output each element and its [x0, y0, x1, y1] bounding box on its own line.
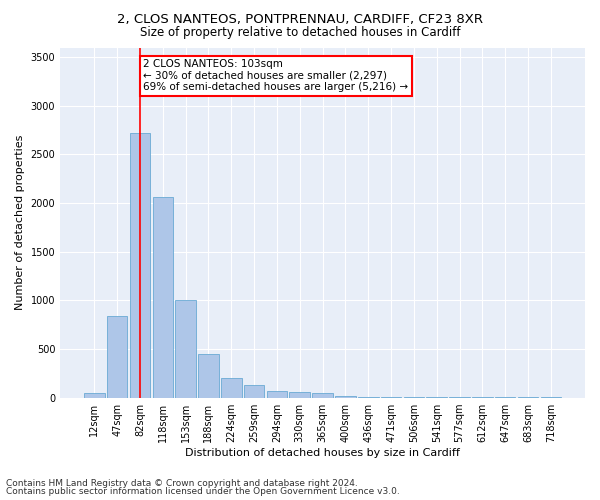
Bar: [107, 316, 127, 398]
Text: Contains HM Land Registry data © Crown copyright and database right 2024.: Contains HM Land Registry data © Crown c…: [6, 478, 358, 488]
Bar: [175, 300, 196, 398]
Y-axis label: Number of detached properties: Number of detached properties: [15, 135, 25, 310]
Bar: [152, 198, 173, 398]
Bar: [313, 392, 333, 398]
Bar: [335, 396, 356, 398]
Bar: [358, 396, 379, 398]
Bar: [244, 385, 265, 398]
Text: Contains public sector information licensed under the Open Government Licence v3: Contains public sector information licen…: [6, 487, 400, 496]
Bar: [289, 392, 310, 398]
Bar: [84, 392, 104, 398]
Bar: [266, 391, 287, 398]
Bar: [130, 133, 150, 398]
Text: 2, CLOS NANTEOS, PONTPRENNAU, CARDIFF, CF23 8XR: 2, CLOS NANTEOS, PONTPRENNAU, CARDIFF, C…: [117, 12, 483, 26]
Bar: [198, 354, 219, 398]
X-axis label: Distribution of detached houses by size in Cardiff: Distribution of detached houses by size …: [185, 448, 460, 458]
Text: Size of property relative to detached houses in Cardiff: Size of property relative to detached ho…: [140, 26, 460, 39]
Bar: [221, 378, 242, 398]
Text: 2 CLOS NANTEOS: 103sqm
← 30% of detached houses are smaller (2,297)
69% of semi-: 2 CLOS NANTEOS: 103sqm ← 30% of detached…: [143, 59, 409, 92]
